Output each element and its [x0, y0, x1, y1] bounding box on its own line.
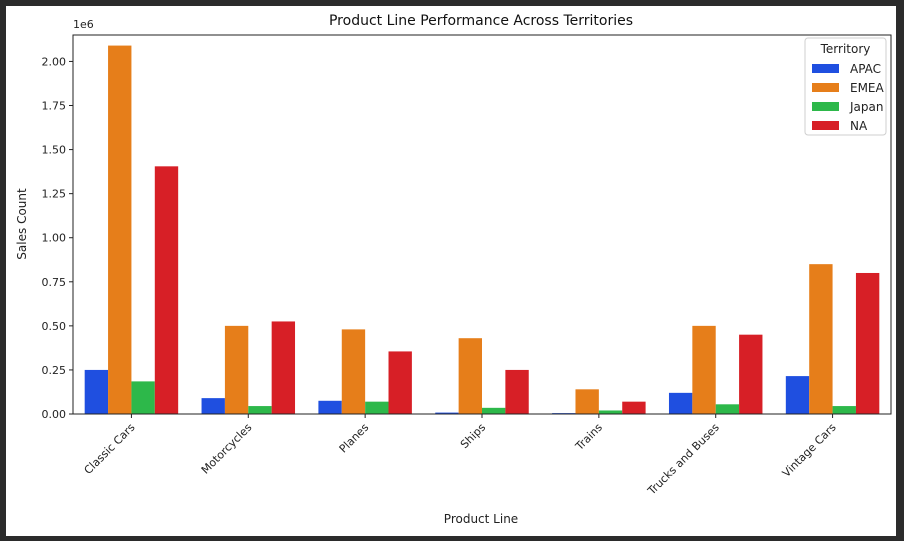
- bar-japan-trains: [598, 410, 623, 414]
- bar-emea-classic-cars: [108, 45, 132, 414]
- bar-emea-ships: [458, 338, 482, 414]
- bar-emea-trucks-and-buses: [692, 325, 716, 414]
- bar-na-vintage-cars: [855, 272, 880, 414]
- bar-chart: Product Line Performance Across Territor…: [15, 13, 892, 526]
- y-tick-label: 1.50: [42, 144, 67, 157]
- legend-swatch-emea: [812, 83, 839, 92]
- bar-japan-classic-cars: [131, 381, 155, 414]
- bar-apac-vintage-cars: [785, 376, 810, 414]
- x-tick-label: Motorcycles: [199, 421, 255, 477]
- bars-layer: [84, 45, 880, 414]
- x-tick-label: Classic Cars: [82, 421, 138, 477]
- bar-japan-ships: [482, 407, 506, 414]
- y-tick-label: 1.00: [42, 232, 67, 245]
- legend-label-na: NA: [850, 119, 868, 133]
- bar-japan-vintage-cars: [832, 406, 856, 414]
- y-tick-label: 1.25: [42, 188, 67, 201]
- bar-apac-motorcycles: [201, 398, 225, 414]
- bar-japan-trucks-and-buses: [715, 404, 740, 414]
- bar-na-trucks-and-buses: [739, 334, 763, 414]
- x-axis-title: Product Line: [444, 512, 518, 526]
- legend-label-japan: Japan: [849, 100, 883, 114]
- legend-label-apac: APAC: [850, 62, 881, 76]
- chart-title: Product Line Performance Across Territor…: [329, 13, 633, 29]
- plot-frame: [72, 34, 892, 415]
- y-multiplier-label: 1e6: [73, 18, 94, 31]
- y-tick-label: 2.00: [42, 55, 67, 68]
- y-tick-label: 0.75: [42, 276, 67, 289]
- x-tick-label: Vintage Cars: [780, 421, 839, 480]
- legend-title: Territory: [820, 42, 871, 56]
- bar-na-classic-cars: [154, 166, 179, 414]
- x-tick-label: Trains: [572, 421, 605, 454]
- y-tick-label: 1.75: [42, 100, 67, 113]
- bar-na-planes: [388, 351, 412, 414]
- x-tick-label: Planes: [337, 421, 372, 456]
- bar-na-motorcycles: [271, 321, 296, 414]
- bar-apac-planes: [318, 400, 342, 414]
- bar-na-ships: [505, 369, 529, 414]
- bar-apac-trucks-and-buses: [668, 392, 693, 414]
- y-tick-label: 0.25: [42, 364, 67, 377]
- bar-japan-motorcycles: [248, 406, 272, 414]
- legend-swatch-apac: [812, 64, 839, 73]
- chart-figure: Product Line Performance Across Territor…: [6, 6, 896, 536]
- y-axis-title: Sales Count: [15, 188, 29, 260]
- bar-emea-trains: [575, 389, 599, 414]
- bar-emea-planes: [341, 329, 366, 414]
- bar-japan-planes: [365, 401, 389, 414]
- legend-label-emea: EMEA: [850, 81, 885, 95]
- bar-na-trains: [622, 401, 646, 414]
- y-tick-label: 0.50: [42, 320, 67, 333]
- legend-swatch-japan: [812, 102, 839, 111]
- x-tick-label: Ships: [458, 421, 488, 451]
- bar-emea-motorcycles: [224, 325, 249, 414]
- legend-swatch-na: [812, 121, 839, 130]
- bar-apac-ships: [435, 412, 459, 414]
- bar-emea-vintage-cars: [809, 264, 833, 414]
- x-axis: Classic Cars Motorcycles Planes Ships Trains…: [82, 414, 839, 498]
- bar-apac-classic-cars: [84, 369, 109, 414]
- y-tick-label: 0.00: [42, 408, 67, 421]
- x-tick-label: Trucks and Buses: [645, 421, 722, 498]
- legend: Territory APAC EMEA Japan NA: [804, 37, 887, 136]
- y-axis: 0.00 0.25 0.50 0.75 1.00 1.25 1.50 1.75 2.00: [42, 55, 73, 421]
